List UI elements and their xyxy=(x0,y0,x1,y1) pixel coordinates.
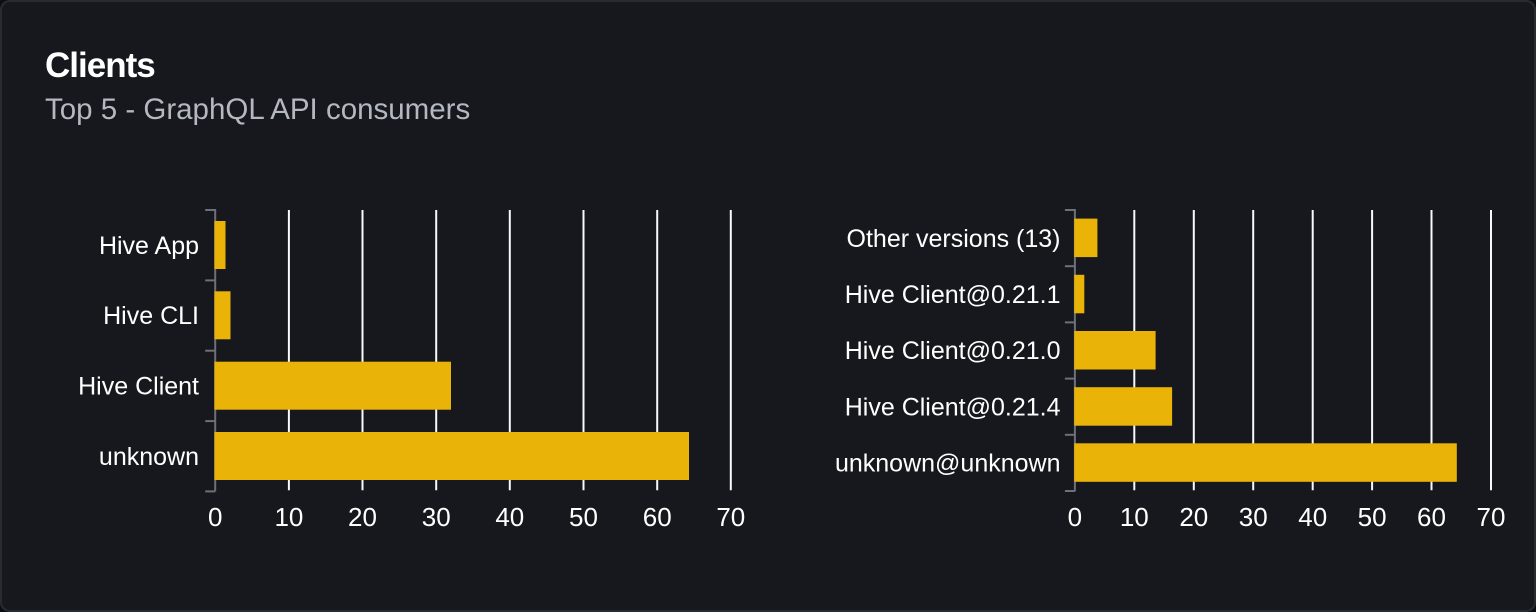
svg-text:20: 20 xyxy=(1179,502,1208,532)
svg-text:30: 30 xyxy=(422,502,451,532)
svg-text:30: 30 xyxy=(1239,502,1268,532)
svg-text:unknown@unknown: unknown@unknown xyxy=(835,450,1061,478)
svg-text:70: 70 xyxy=(1477,502,1506,532)
svg-text:Other versions (13): Other versions (13) xyxy=(847,225,1061,253)
svg-text:0: 0 xyxy=(208,502,222,532)
svg-text:60: 60 xyxy=(643,502,672,532)
svg-text:Hive Client@0.21.1: Hive Client@0.21.1 xyxy=(845,281,1061,309)
svg-text:40: 40 xyxy=(1298,502,1327,532)
svg-text:Hive Client@0.21.4: Hive Client@0.21.4 xyxy=(845,393,1061,421)
svg-text:50: 50 xyxy=(1358,502,1387,532)
svg-text:Hive Client@0.21.0: Hive Client@0.21.0 xyxy=(845,337,1061,365)
svg-text:Hive CLI: Hive CLI xyxy=(103,302,199,330)
svg-text:70: 70 xyxy=(716,502,745,532)
svg-text:40: 40 xyxy=(495,502,524,532)
svg-text:20: 20 xyxy=(348,502,377,532)
svg-text:0: 0 xyxy=(1068,502,1082,532)
svg-text:50: 50 xyxy=(569,502,598,532)
svg-text:Hive App: Hive App xyxy=(99,232,199,260)
svg-text:10: 10 xyxy=(274,502,303,532)
svg-text:unknown: unknown xyxy=(99,443,199,471)
svg-text:10: 10 xyxy=(1120,502,1149,532)
svg-text:Hive Client: Hive Client xyxy=(78,373,199,401)
svg-text:60: 60 xyxy=(1417,502,1446,532)
